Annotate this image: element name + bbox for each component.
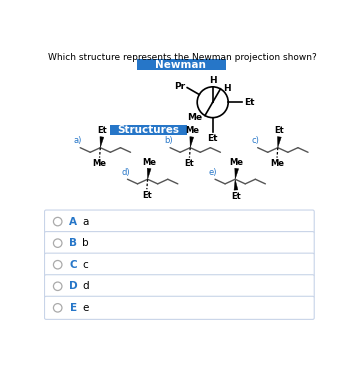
Text: Me: Me [188, 113, 203, 122]
Text: Et: Et [97, 126, 107, 135]
Text: b): b) [164, 136, 173, 145]
Text: d: d [82, 281, 89, 291]
Text: H: H [209, 76, 217, 85]
FancyBboxPatch shape [44, 275, 314, 298]
Polygon shape [147, 168, 151, 179]
Text: b: b [82, 238, 89, 248]
Text: Me: Me [230, 158, 244, 167]
Text: c: c [83, 260, 89, 270]
Text: Et: Et [231, 191, 241, 200]
Text: a): a) [73, 136, 82, 145]
FancyBboxPatch shape [137, 59, 226, 70]
FancyBboxPatch shape [44, 232, 314, 255]
Text: Newman: Newman [155, 60, 206, 69]
Text: B: B [69, 238, 77, 248]
Text: a: a [82, 216, 89, 227]
Text: Et: Et [142, 191, 152, 200]
Text: Et: Et [184, 159, 194, 168]
Text: Me: Me [270, 159, 284, 168]
Text: E: E [70, 303, 77, 313]
Text: Et: Et [274, 126, 284, 135]
Polygon shape [100, 136, 104, 148]
FancyBboxPatch shape [44, 296, 314, 319]
Text: Pr: Pr [174, 82, 185, 91]
Text: Me: Me [92, 159, 106, 168]
Text: e): e) [209, 168, 217, 177]
Polygon shape [235, 168, 239, 179]
Text: Which structure represents the Newman projection shown?: Which structure represents the Newman pr… [48, 53, 316, 62]
Text: Et: Et [208, 134, 218, 143]
Polygon shape [278, 136, 281, 148]
FancyBboxPatch shape [110, 125, 187, 135]
FancyBboxPatch shape [44, 253, 314, 276]
Text: d): d) [121, 168, 130, 177]
Text: A: A [69, 216, 77, 227]
Text: e: e [82, 303, 89, 313]
Text: C: C [69, 260, 77, 270]
Text: D: D [69, 281, 77, 291]
FancyBboxPatch shape [44, 210, 314, 233]
Text: Et: Et [244, 98, 255, 107]
Text: Me: Me [142, 158, 156, 167]
Polygon shape [190, 136, 194, 148]
Text: Structures: Structures [117, 125, 179, 135]
Text: Me: Me [185, 126, 199, 135]
Text: c): c) [251, 136, 259, 145]
Text: H: H [223, 83, 230, 93]
Polygon shape [234, 179, 238, 190]
